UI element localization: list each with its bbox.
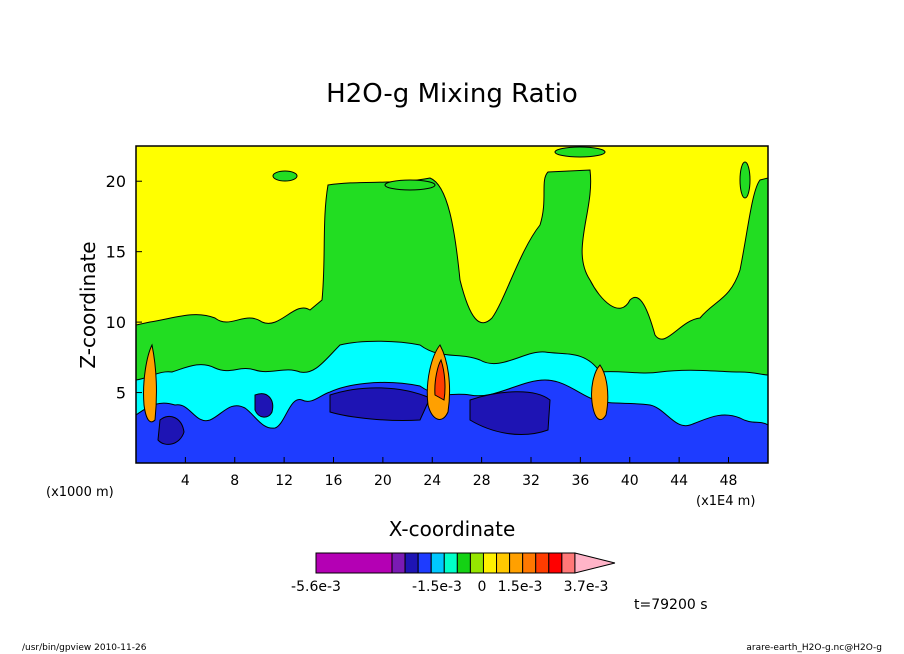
contour-field — [136, 146, 768, 463]
x-axis-title: X-coordinate — [389, 517, 516, 541]
colorbar-swatch — [456, 552, 471, 574]
y-tick-label: 10 — [106, 313, 126, 332]
x-tick-label: 20 — [374, 473, 392, 489]
field-green-blob — [739, 161, 751, 199]
y-axis: 5 10 15 20 — [106, 172, 142, 403]
x-tick-label: 4 — [181, 473, 190, 489]
x-tick-label: 40 — [621, 473, 639, 489]
x-tick-label: 8 — [230, 473, 239, 489]
x-tick-label: 32 — [522, 473, 540, 489]
time-label: t=79200 s — [634, 597, 708, 613]
colorbar-swatch — [417, 552, 432, 574]
x-tick-label: 28 — [473, 473, 491, 489]
colorbar-swatch — [535, 552, 550, 574]
field-darkblue — [157, 416, 185, 445]
field-darkblue — [329, 387, 431, 422]
colorbar-tick-label: 1.5e-3 — [498, 579, 543, 595]
y-tick-label: 15 — [106, 243, 126, 262]
field-plume — [591, 364, 609, 420]
footer-right: arare-earth_H2O-g.nc@H2O-g — [746, 643, 882, 653]
x-axis: 4 8 12 16 20 24 28 32 36 40 44 48 — [181, 457, 738, 489]
field-plume — [143, 343, 157, 423]
chart-title: H2O-g Mixing Ratio — [326, 79, 578, 109]
field-green-blob — [554, 146, 606, 158]
x-unit-left: (x1000 m) — [46, 485, 114, 500]
colorbar-swatch — [404, 552, 419, 574]
field-green-blob — [272, 170, 298, 182]
y-tick-label: 5 — [116, 384, 126, 403]
colorbar-swatch — [469, 552, 484, 574]
field-green-blob — [384, 179, 436, 191]
x-tick-label: 44 — [670, 473, 688, 489]
colorbar-swatch — [561, 552, 576, 574]
plot-frame — [135, 145, 769, 464]
colorbar-swatch — [548, 552, 563, 574]
x-tick-label: 24 — [423, 473, 441, 489]
colorbar-tick-label: 0 — [478, 579, 487, 595]
colorbar-tick-label: -1.5e-3 — [412, 579, 462, 595]
colorbar-swatch — [522, 552, 537, 574]
x-tick-label: 16 — [325, 473, 343, 489]
colorbar-swatch — [430, 552, 445, 574]
field-plume — [434, 358, 446, 401]
y-axis-title: Z-coordinate — [76, 241, 100, 368]
colorbar-swatch — [496, 552, 511, 574]
y-tick-label: 20 — [106, 172, 126, 191]
colorbar — [315, 552, 616, 574]
x-tick-label: 36 — [571, 473, 589, 489]
footer-left: /usr/bin/gpview 2010-11-26 — [22, 643, 147, 653]
colorbar-arrow — [574, 552, 616, 574]
colorbar-swatch — [482, 552, 498, 574]
colorbar-swatch — [509, 552, 524, 574]
field-darkblue — [254, 393, 274, 418]
colorbar-swatch — [315, 552, 393, 574]
colorbar-labels: -5.6e-3 -1.5e-3 0 1.5e-3 3.7e-3 — [291, 579, 608, 595]
field-blue — [136, 379, 768, 463]
x-unit-right: (x1E4 m) — [696, 494, 755, 509]
field-darkblue — [469, 391, 551, 436]
colorbar-tick-label: -5.6e-3 — [291, 579, 341, 595]
colorbar-swatch — [391, 552, 406, 574]
x-tick-label: 12 — [275, 473, 293, 489]
colorbar-swatch — [443, 552, 458, 574]
x-tick-label: 48 — [720, 473, 738, 489]
colorbar-tick-label: 3.7e-3 — [564, 579, 609, 595]
